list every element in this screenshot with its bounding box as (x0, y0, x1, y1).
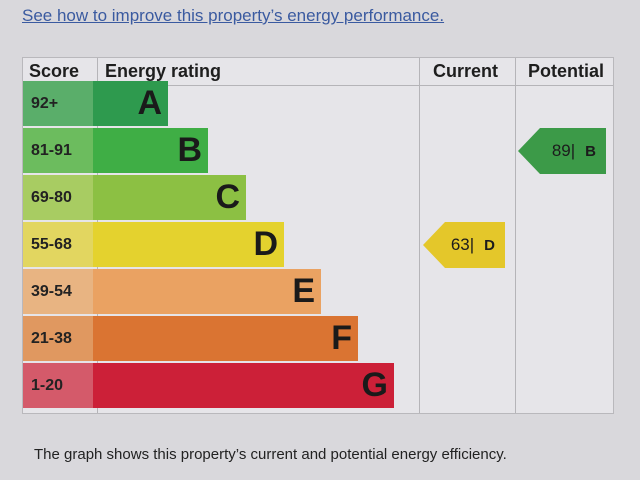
score-band-f: 21-38 (23, 316, 97, 361)
header-current: Current (433, 61, 499, 81)
improve-energy-link[interactable]: See how to improve this property’s energ… (22, 6, 445, 25)
header-score: Score (29, 61, 80, 81)
rating-bar-a: A (93, 81, 168, 126)
divider (419, 58, 420, 413)
separator: | (570, 141, 576, 160)
divider (515, 58, 516, 413)
rating-bar-f: F (93, 316, 358, 361)
score-band-g: 1-20 (23, 363, 97, 408)
score-band-d: 55-68 (23, 222, 97, 267)
energy-rating-chart: Score Energy rating Current Potential 92… (22, 57, 614, 414)
rating-bar-d: D (93, 222, 284, 267)
score-band-b: 81-91 (23, 128, 97, 173)
header-potential: Potential (528, 61, 605, 81)
rating-bar-b: B (93, 128, 208, 173)
score-band-c: 69-80 (23, 175, 97, 220)
score-band-a: 92+ (23, 81, 97, 126)
potential-rating-arrow: 89 | B (518, 128, 606, 174)
current-rating-arrow: 63 | D (423, 222, 505, 268)
rating-bar-g: G (93, 363, 394, 408)
potential-letter: B (585, 142, 596, 160)
header-divider (23, 85, 613, 86)
score-band-e: 39-54 (23, 269, 97, 314)
potential-value: 89 (551, 141, 571, 160)
rating-bar-c: C (93, 175, 246, 220)
chart-caption: The graph shows this property’s current … (34, 446, 507, 463)
header-energy-rating: Energy rating (105, 61, 222, 81)
current-value: 63 (450, 235, 470, 254)
current-letter: D (484, 236, 495, 254)
separator: | (469, 235, 475, 254)
rating-bar-e: E (93, 269, 321, 314)
